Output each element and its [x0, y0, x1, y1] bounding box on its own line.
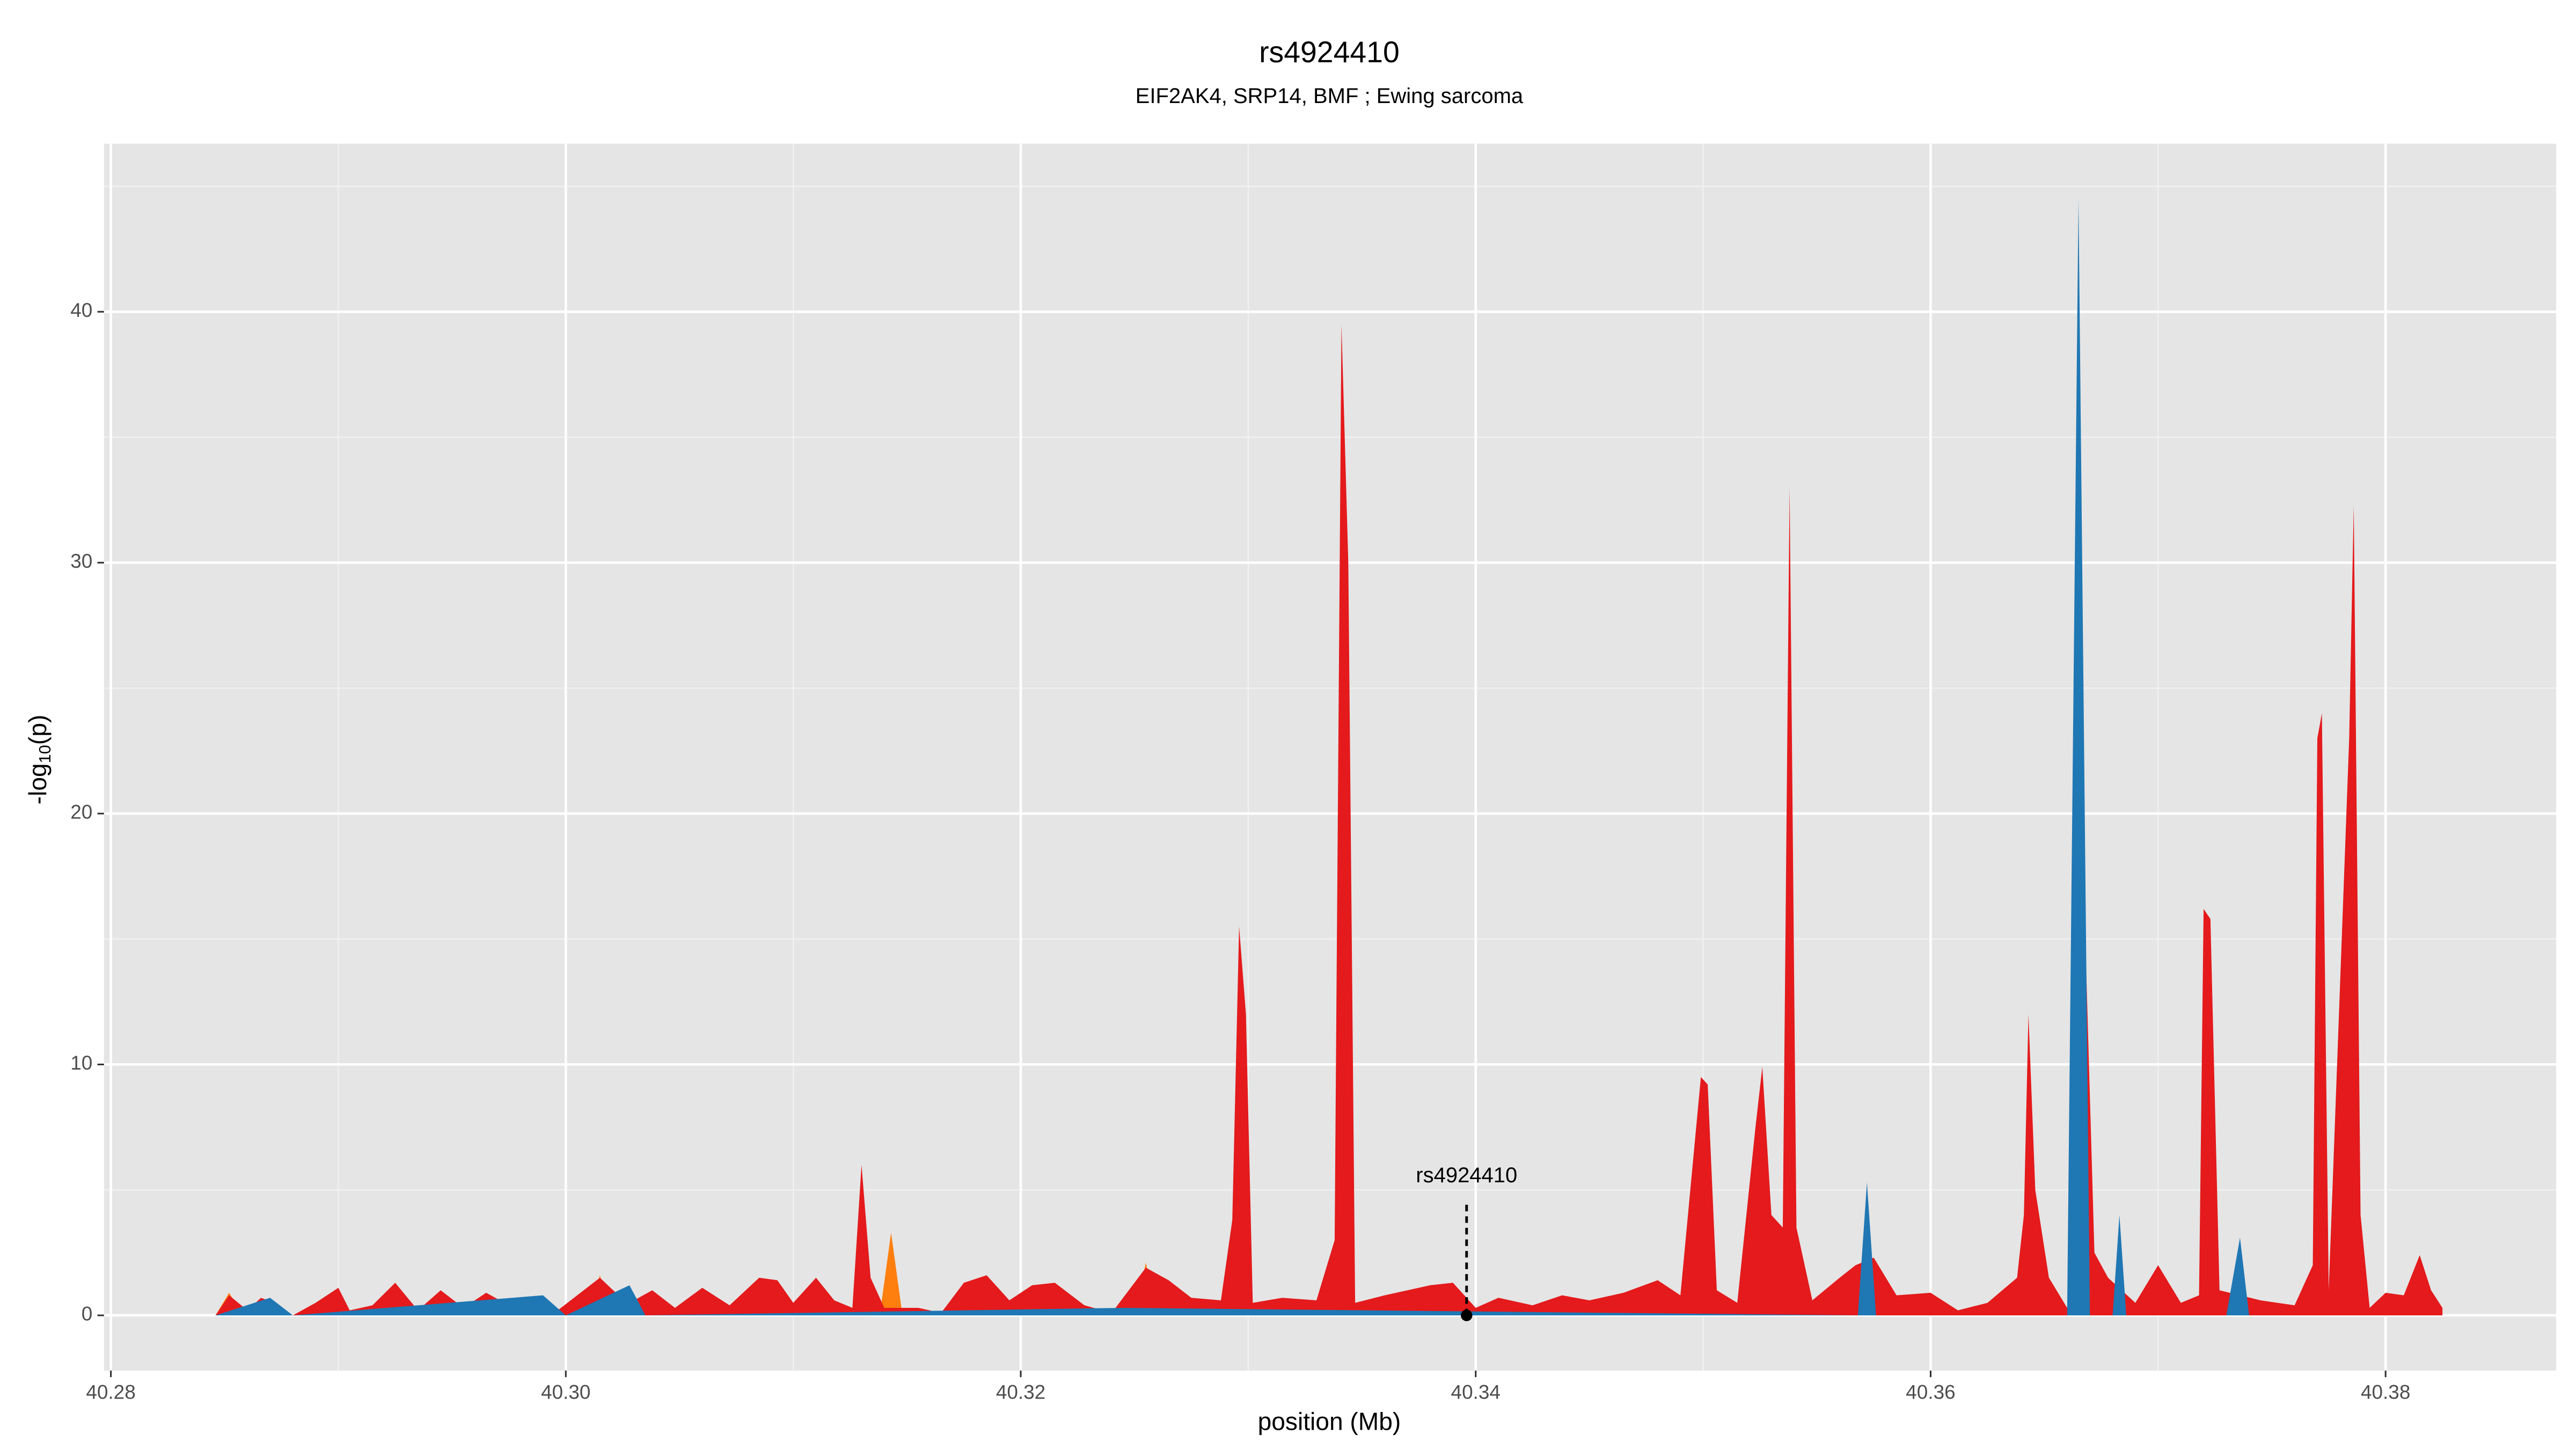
- x-tick-label: 40.30: [541, 1381, 590, 1403]
- annotation-point: [1461, 1309, 1473, 1321]
- x-tick-label: 40.38: [2361, 1381, 2410, 1403]
- y-label-subscript: 10: [35, 745, 54, 763]
- y-tick-label: 0: [82, 1303, 93, 1325]
- axes: 40.28 40.30 40.32 40.34 40.36 40.38 0 10 20 30 40: [70, 299, 2410, 1403]
- y-label-prefix: -log: [24, 763, 52, 804]
- x-tick-label: 40.32: [996, 1381, 1045, 1403]
- x-axis-label: position (Mb): [1258, 1407, 1401, 1435]
- y-tick-label: 20: [70, 801, 92, 823]
- y-tick-label: 40: [70, 299, 92, 321]
- marks: rs4924410: [215, 199, 2443, 1321]
- y-label-suffix: (p): [24, 715, 52, 745]
- chart-subtitle: EIF2AK4, SRP14, BMF ; Ewing sarcoma: [1136, 84, 1524, 108]
- x-tick-label: 40.28: [86, 1381, 135, 1403]
- y-axis-label: -log10(p): [24, 715, 54, 805]
- chart-title: rs4924410: [1259, 35, 1400, 69]
- grid: [104, 143, 2557, 1371]
- x-tick-label: 40.36: [1906, 1381, 1955, 1403]
- y-tick-label: 30: [70, 550, 92, 572]
- plot-panel: [104, 143, 2557, 1371]
- x-tick-label: 40.34: [1451, 1381, 1501, 1403]
- annotation-label: rs4924410: [1416, 1163, 1517, 1187]
- y-tick-label: 10: [70, 1052, 92, 1074]
